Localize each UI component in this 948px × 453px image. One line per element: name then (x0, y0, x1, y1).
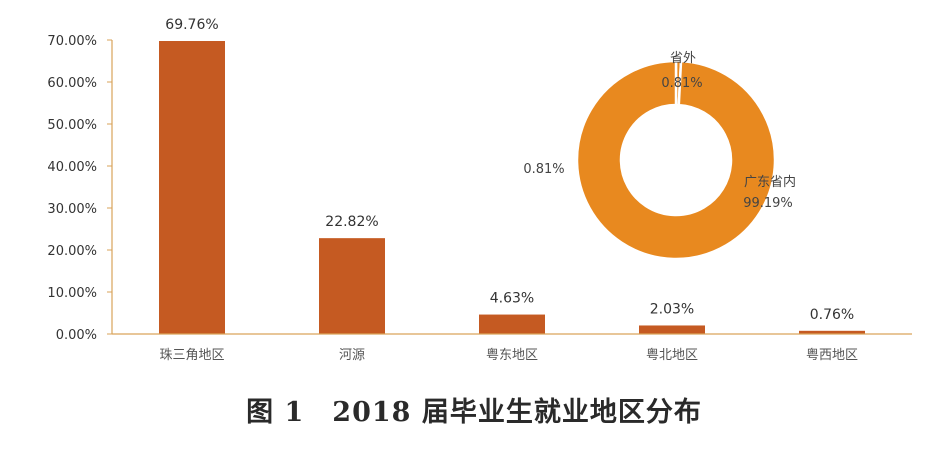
bar-data-label: 2.03% (650, 301, 694, 317)
x-tick-label: 粤西地区 (806, 347, 858, 363)
x-tick-label: 珠三角地区 (159, 348, 224, 363)
y-tick-label: 10.00% (47, 286, 97, 301)
donut-label-value: 99.19% (743, 196, 793, 211)
y-tick-label: 60.00% (47, 76, 97, 91)
bar-data-label: 69.76% (165, 17, 218, 33)
bar-data-label: 0.76% (810, 307, 854, 323)
bar-4 (799, 330, 865, 334)
donut-chart: 省外 0.81% 广东省内 99.19% 0.81% (523, 51, 796, 261)
bar-3 (639, 325, 705, 334)
donut-label-name: 广东省内 (744, 174, 796, 190)
y-tick-label: 50.00% (47, 118, 97, 133)
donut-slice-1 (575, 59, 777, 261)
bar-2 (479, 314, 545, 334)
bar-0 (159, 41, 225, 335)
x-axis: 珠三角地区 河源 粤东地区 粤北地区 粤西地区 (112, 333, 912, 363)
x-tick-label: 粤东地区 (486, 347, 538, 363)
y-axis: 0.00% 10.00% 20.00% 30.00% 40.00% 50.00% 60.00… (47, 34, 113, 343)
chart-canvas: 0.00% 10.00% 20.00% 30.00% 40.00% 50.00% 60.00… (47, 17, 912, 363)
bar-data-label: 4.63% (490, 291, 534, 307)
x-tick-label: 河源 (339, 348, 365, 363)
donut-label-name: 省外 (670, 51, 696, 66)
donut-label-value: 0.81% (661, 76, 702, 91)
y-tick-label: 70.00% (47, 34, 97, 49)
y-tick-label: 40.00% (47, 160, 97, 175)
y-tick-label: 0.00% (56, 328, 97, 343)
y-tick-label: 30.00% (47, 202, 97, 217)
donut-extra-label: 0.81% (523, 162, 564, 177)
bars: 69.76% 22.82% 4.63% 2.03% 0.76% (159, 17, 865, 335)
y-tick-label: 20.00% (47, 244, 97, 259)
bar-data-label: 22.82% (325, 214, 378, 230)
bar-1 (319, 238, 385, 334)
x-tick-label: 粤北地区 (646, 347, 698, 363)
figure-caption: 图 1 2018 届毕业生就业地区分布 (246, 397, 702, 428)
